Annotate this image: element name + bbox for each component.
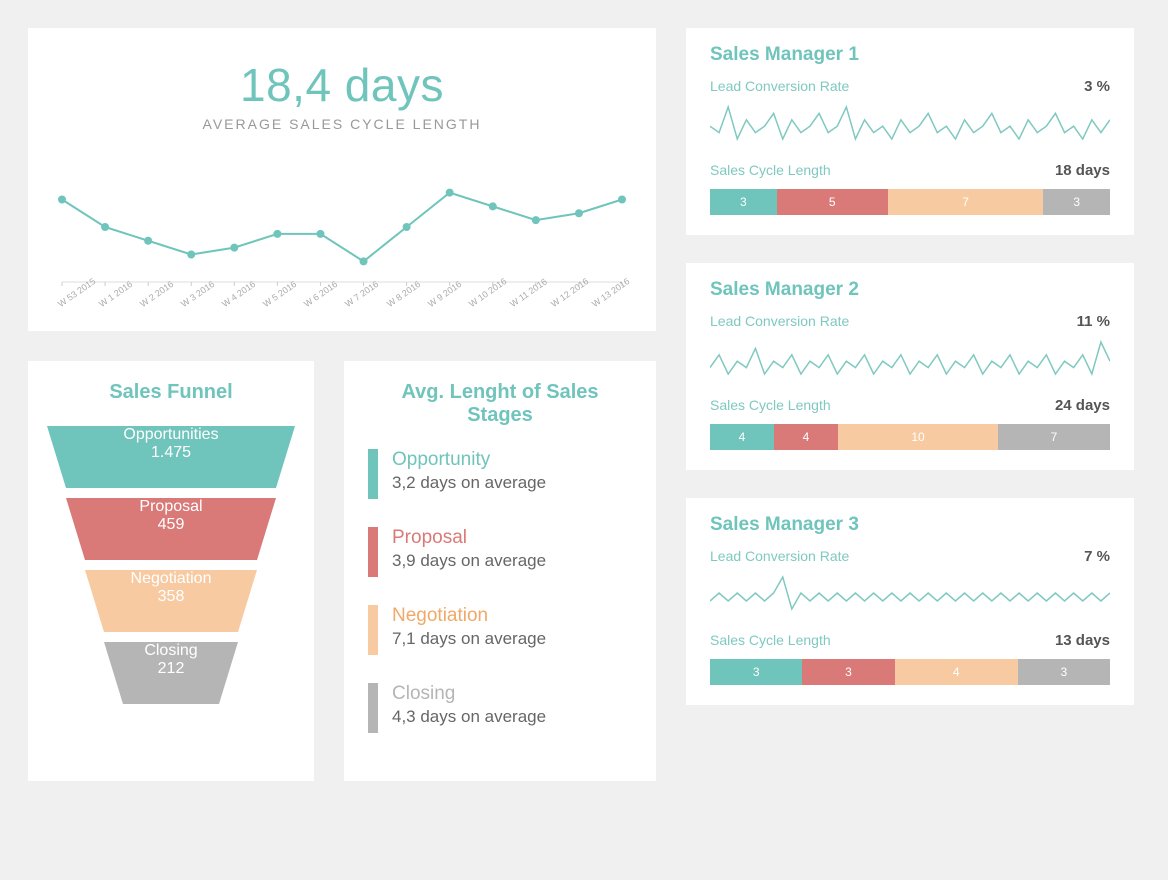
manager-title: Sales Manager 3	[710, 514, 1110, 536]
lead-conversion-value: 3 %	[1084, 78, 1110, 95]
cycle-length-label: Sales Cycle Length	[710, 162, 831, 178]
managers-column: Sales Manager 1 Lead Conversion Rate 3 %…	[686, 28, 1134, 781]
stacked-bar-segment: 3	[1043, 189, 1110, 215]
lead-conversion-label: Lead Conversion Rate	[710, 548, 849, 564]
stacked-bar-segment: 7	[998, 424, 1110, 450]
manager-card: Sales Manager 1 Lead Conversion Rate 3 %…	[686, 28, 1134, 235]
stacked-bar-segment: 4	[895, 659, 1018, 685]
dashboard-grid: 18,4 days AVERAGE SALES CYCLE LENGTH W 5…	[28, 28, 1140, 781]
avg-cycle-label: AVERAGE SALES CYCLE LENGTH	[52, 116, 632, 132]
sales-funnel-card: Sales Funnel Opportunities 1.475 Proposa…	[28, 361, 314, 781]
stage-color-bar	[368, 605, 378, 655]
funnel-segment-label: Negotiation	[85, 570, 257, 588]
sparkline-chart	[710, 338, 1110, 378]
cycle-length-value: 18 days	[1055, 162, 1110, 179]
avg-sales-cycle-card: 18,4 days AVERAGE SALES CYCLE LENGTH W 5…	[28, 28, 656, 331]
stacked-bar-segment: 3	[710, 659, 802, 685]
stacked-bar-segment: 3	[802, 659, 894, 685]
stage-name: Opportunity	[392, 449, 546, 471]
cycle-length-value: 13 days	[1055, 632, 1110, 649]
manager-card: Sales Manager 2 Lead Conversion Rate 11 …	[686, 263, 1134, 470]
funnel-segment: Negotiation 358	[85, 570, 257, 632]
stage-item: Opportunity 3,2 days on average	[368, 449, 632, 499]
avg-cycle-value: 18,4 days	[52, 58, 632, 112]
stage-color-bar	[368, 449, 378, 499]
sparkline-chart	[710, 573, 1110, 613]
cycle-stacked-bar: 3573	[710, 189, 1110, 215]
avg-cycle-x-axis: W 53 2015W 1 2016W 2 2016W 3 2016W 4 201…	[52, 301, 632, 311]
stage-avg: 4,3 days on average	[392, 707, 546, 727]
bottom-row: Sales Funnel Opportunities 1.475 Proposa…	[28, 361, 656, 781]
funnel-segment-label: Opportunities	[47, 426, 295, 444]
sparkline-chart	[710, 103, 1110, 143]
manager-card: Sales Manager 3 Lead Conversion Rate 7 %…	[686, 498, 1134, 705]
cycle-stacked-bar: 44107	[710, 424, 1110, 450]
funnel-segment-value: 212	[104, 660, 238, 678]
stacked-bar-segment: 10	[838, 424, 998, 450]
funnel-segment: Proposal 459	[66, 498, 276, 560]
stage-color-bar	[368, 527, 378, 577]
lead-conversion-label: Lead Conversion Rate	[710, 313, 849, 329]
stage-item: Closing 4,3 days on average	[368, 683, 632, 733]
stages-list: Opportunity 3,2 days on average Proposal…	[368, 449, 632, 733]
manager-title: Sales Manager 1	[710, 44, 1110, 66]
cycle-stacked-bar: 3343	[710, 659, 1110, 685]
stages-title: Avg. Lenght of Sales Stages	[368, 381, 632, 427]
sales-stages-card: Avg. Lenght of Sales Stages Opportunity …	[344, 361, 656, 781]
stage-item: Proposal 3,9 days on average	[368, 527, 632, 577]
stage-item: Negotiation 7,1 days on average	[368, 605, 632, 655]
lead-conversion-label: Lead Conversion Rate	[710, 78, 849, 94]
lead-conversion-value: 11 %	[1077, 313, 1110, 330]
stage-color-bar	[368, 683, 378, 733]
stacked-bar-segment: 4	[710, 424, 774, 450]
stacked-bar-segment: 4	[774, 424, 838, 450]
lead-conversion-value: 7 %	[1084, 548, 1110, 565]
stage-name: Negotiation	[392, 605, 546, 627]
funnel-segment: Closing 212	[104, 642, 238, 704]
manager-title: Sales Manager 2	[710, 279, 1110, 301]
cycle-length-label: Sales Cycle Length	[710, 632, 831, 648]
funnel-segment-value: 459	[66, 516, 276, 534]
cycle-length-value: 24 days	[1055, 397, 1110, 414]
funnel-segment-label: Closing	[104, 642, 238, 660]
stage-avg: 3,9 days on average	[392, 551, 546, 571]
stage-name: Proposal	[392, 527, 546, 549]
avg-cycle-line-chart	[52, 152, 632, 292]
left-column: 18,4 days AVERAGE SALES CYCLE LENGTH W 5…	[28, 28, 656, 781]
funnel-title: Sales Funnel	[52, 381, 290, 404]
stacked-bar-segment: 5	[777, 189, 888, 215]
stage-name: Closing	[392, 683, 546, 705]
stacked-bar-segment: 7	[888, 189, 1044, 215]
stacked-bar-segment: 3	[1018, 659, 1110, 685]
cycle-length-label: Sales Cycle Length	[710, 397, 831, 413]
stage-avg: 3,2 days on average	[392, 473, 546, 493]
funnel-segment-label: Proposal	[66, 498, 276, 516]
funnel-chart: Opportunities 1.475 Proposal 459 Negot	[52, 426, 290, 704]
stage-avg: 7,1 days on average	[392, 629, 546, 649]
stacked-bar-segment: 3	[710, 189, 777, 215]
funnel-segment-value: 358	[85, 588, 257, 606]
funnel-segment: Opportunities 1.475	[47, 426, 295, 488]
funnel-segment-value: 1.475	[47, 444, 295, 462]
